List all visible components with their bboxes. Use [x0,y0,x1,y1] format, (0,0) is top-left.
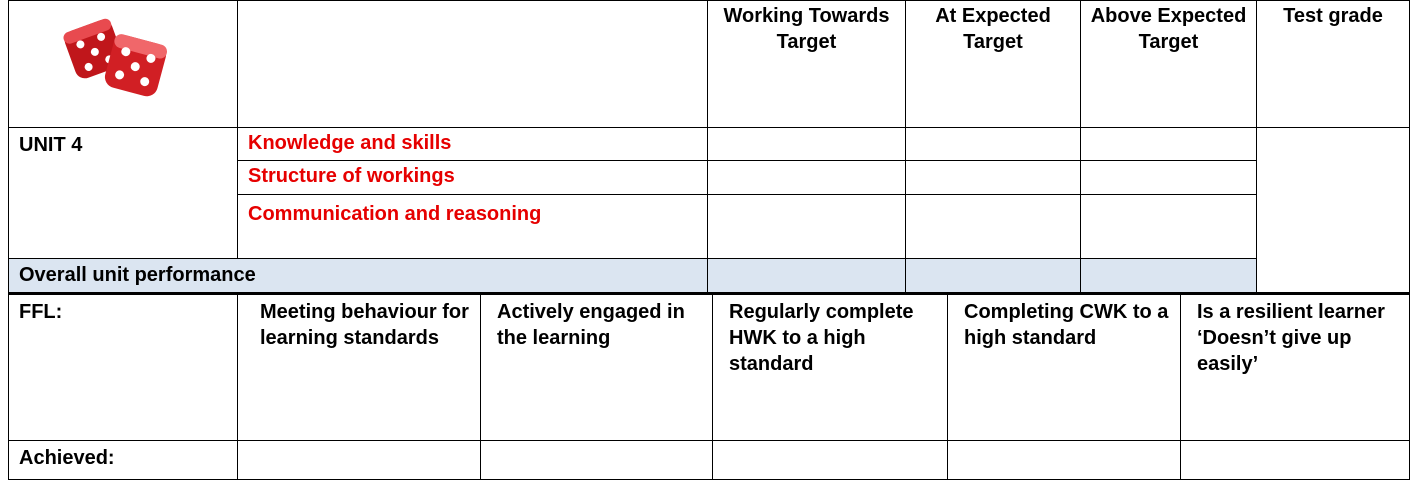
cell [905,258,1081,293]
cell [1080,258,1257,293]
ffl-item: Regularly complete HWK to a high standar… [712,292,948,441]
dice-icon [63,18,168,97]
achieved-label: Achieved: [8,440,238,480]
cell [707,160,906,195]
cell [707,194,906,259]
ffl-item: Is a resilient learner ‘Doesn’t give up … [1180,292,1410,441]
cell [237,440,481,480]
cell [1080,160,1257,195]
ffl-item: Completing CWK to a high standard [947,292,1181,441]
column-header: Above Expected Target [1080,0,1257,128]
column-header: Test grade [1256,0,1410,128]
column-header: At Expected Target [905,0,1081,128]
criterion: Knowledge and skills [237,127,708,161]
unit-label: UNIT 4 [8,127,238,259]
criterion: Communication and reasoning [237,194,708,259]
overall-label: Overall unit performance [8,258,708,293]
cell [707,258,906,293]
cell [905,160,1081,195]
cell [712,440,948,480]
cell [947,440,1181,480]
empty-cell [237,0,708,128]
cell [1256,127,1410,293]
column-header: Working Towards Target [707,0,906,128]
cell [707,127,906,161]
cell [1080,127,1257,161]
logo-cell [8,0,238,128]
ffl-item: Actively engaged in the learning [480,292,713,441]
cell [1080,194,1257,259]
ffl-label: FFL: [8,292,238,441]
cell [480,440,713,480]
cell [1180,440,1410,480]
criterion: Structure of workings [237,160,708,195]
cell [905,127,1081,161]
cell [905,194,1081,259]
ffl-item: Meeting behaviour for learning standards [237,292,481,441]
